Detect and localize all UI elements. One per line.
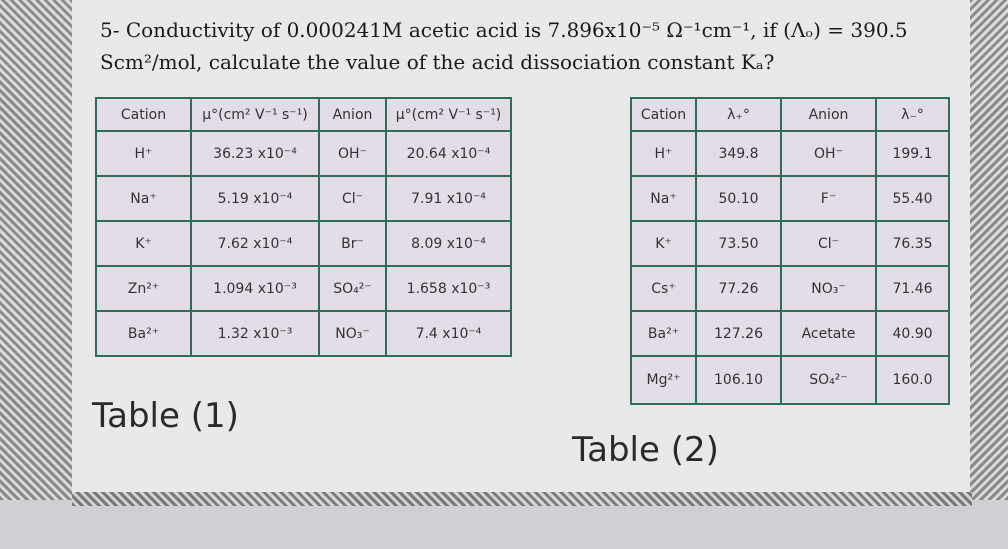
table-cell: Zn²⁺ [95, 265, 192, 312]
table-cell: H⁺ [95, 130, 192, 177]
table-cell: SO₄²⁻ [318, 265, 387, 312]
header-row: Cation λ₊° Anion λ₋° [630, 97, 950, 132]
table-caption: Table (1) [92, 396, 239, 436]
table-cell: Na⁺ [630, 175, 697, 222]
page-edge [72, 492, 972, 506]
table-cell: 349.8 [695, 130, 782, 177]
header-cell: μ°(cm² V⁻¹ s⁻¹) [190, 97, 320, 132]
table-cell: 71.46 [875, 265, 950, 312]
table-cell: Mg²⁺ [630, 355, 697, 405]
table-cell: 1.658 x10⁻³ [385, 265, 512, 312]
header-cell: Anion [318, 97, 387, 132]
table-row: Ba²⁺ 1.32 x10⁻³ NO₃⁻ 7.4 x10⁻⁴ [95, 310, 512, 357]
table-cell: NO₃⁻ [318, 310, 387, 357]
table-cell: Ba²⁺ [630, 310, 697, 357]
page-edge [0, 0, 72, 500]
table-cell: K⁺ [630, 220, 697, 267]
table-cell: 77.26 [695, 265, 782, 312]
table-cell: K⁺ [95, 220, 192, 267]
table-cell: 55.40 [875, 175, 950, 222]
table-cell: F⁻ [780, 175, 877, 222]
table-cell: 20.64 x10⁻⁴ [385, 130, 512, 177]
table-cell: Cl⁻ [318, 175, 387, 222]
table-cell: 7.4 x10⁻⁴ [385, 310, 512, 357]
table-row: H⁺ 36.23 x10⁻⁴ OH⁻ 20.64 x10⁻⁴ [95, 130, 512, 177]
header-cell: Cation [630, 97, 697, 132]
table-cell: 199.1 [875, 130, 950, 177]
table-row: Mg²⁺ 106.10 SO₄²⁻ 160.0 [630, 355, 950, 405]
table-cell: SO₄²⁻ [780, 355, 877, 405]
table-row: K⁺ 7.62 x10⁻⁴ Br⁻ 8.09 x10⁻⁴ [95, 220, 512, 267]
table-cell: 160.0 [875, 355, 950, 405]
question-line: 5- Conductivity of 0.000241M acetic acid… [100, 18, 908, 42]
header-cell: μ°(cm² V⁻¹ s⁻¹) [385, 97, 512, 132]
table-cell: Br⁻ [318, 220, 387, 267]
table-cell: 7.62 x10⁻⁴ [190, 220, 320, 267]
table-row: Ba²⁺ 127.26 Acetate 40.90 [630, 310, 950, 357]
table-cell: 40.90 [875, 310, 950, 357]
table-cell: Cl⁻ [780, 220, 877, 267]
table-caption: Table (2) [572, 430, 719, 470]
table: Cation μ°(cm² V⁻¹ s⁻¹) Anion μ°(cm² V⁻¹ s⁻¹… [95, 97, 512, 357]
header-cell: λ₊° [695, 97, 782, 132]
table-cell: 36.23 x10⁻⁴ [190, 130, 320, 177]
table-cell: H⁺ [630, 130, 697, 177]
table-cell: Ba²⁺ [95, 310, 192, 357]
table-cell: 1.094 x10⁻³ [190, 265, 320, 312]
table-cell: 7.91 x10⁻⁴ [385, 175, 512, 222]
table-cell: 73.50 [695, 220, 782, 267]
table-cell: Na⁺ [95, 175, 192, 222]
question-line: Scm²/mol, calculate the value of the aci… [100, 50, 775, 74]
table-row: H⁺ 349.8 OH⁻ 199.1 [630, 130, 950, 177]
table-cell: 5.19 x10⁻⁴ [190, 175, 320, 222]
table-cell: 106.10 [695, 355, 782, 405]
table-row: Na⁺ 50.10 F⁻ 55.40 [630, 175, 950, 222]
table-cell: Cs⁺ [630, 265, 697, 312]
table-row: Cs⁺ 77.26 NO₃⁻ 71.46 [630, 265, 950, 312]
table-row: Zn²⁺ 1.094 x10⁻³ SO₄²⁻ 1.658 x10⁻³ [95, 265, 512, 312]
table-cell: 127.26 [695, 310, 782, 357]
header-row: Cation μ°(cm² V⁻¹ s⁻¹) Anion μ°(cm² V⁻¹ s⁻¹… [95, 97, 512, 132]
table-cell: 8.09 x10⁻⁴ [385, 220, 512, 267]
table-row: K⁺ 73.50 Cl⁻ 76.35 [630, 220, 950, 267]
table-cell: 1.32 x10⁻³ [190, 310, 320, 357]
header-cell: Cation [95, 97, 192, 132]
table-cell: NO₃⁻ [780, 265, 877, 312]
table-cell: OH⁻ [318, 130, 387, 177]
table-row: Na⁺ 5.19 x10⁻⁴ Cl⁻ 7.91 x10⁻⁴ [95, 175, 512, 222]
header-cell: Anion [780, 97, 877, 132]
table-cell: Acetate [780, 310, 877, 357]
table: Cation λ₊° Anion λ₋° H⁺ 349.8 OH⁻ 199.1 Na⁺ 50.10… [630, 97, 950, 405]
table-cell: OH⁻ [780, 130, 877, 177]
table-cell: 76.35 [875, 220, 950, 267]
table-cell: 50.10 [695, 175, 782, 222]
header-cell: λ₋° [875, 97, 950, 132]
